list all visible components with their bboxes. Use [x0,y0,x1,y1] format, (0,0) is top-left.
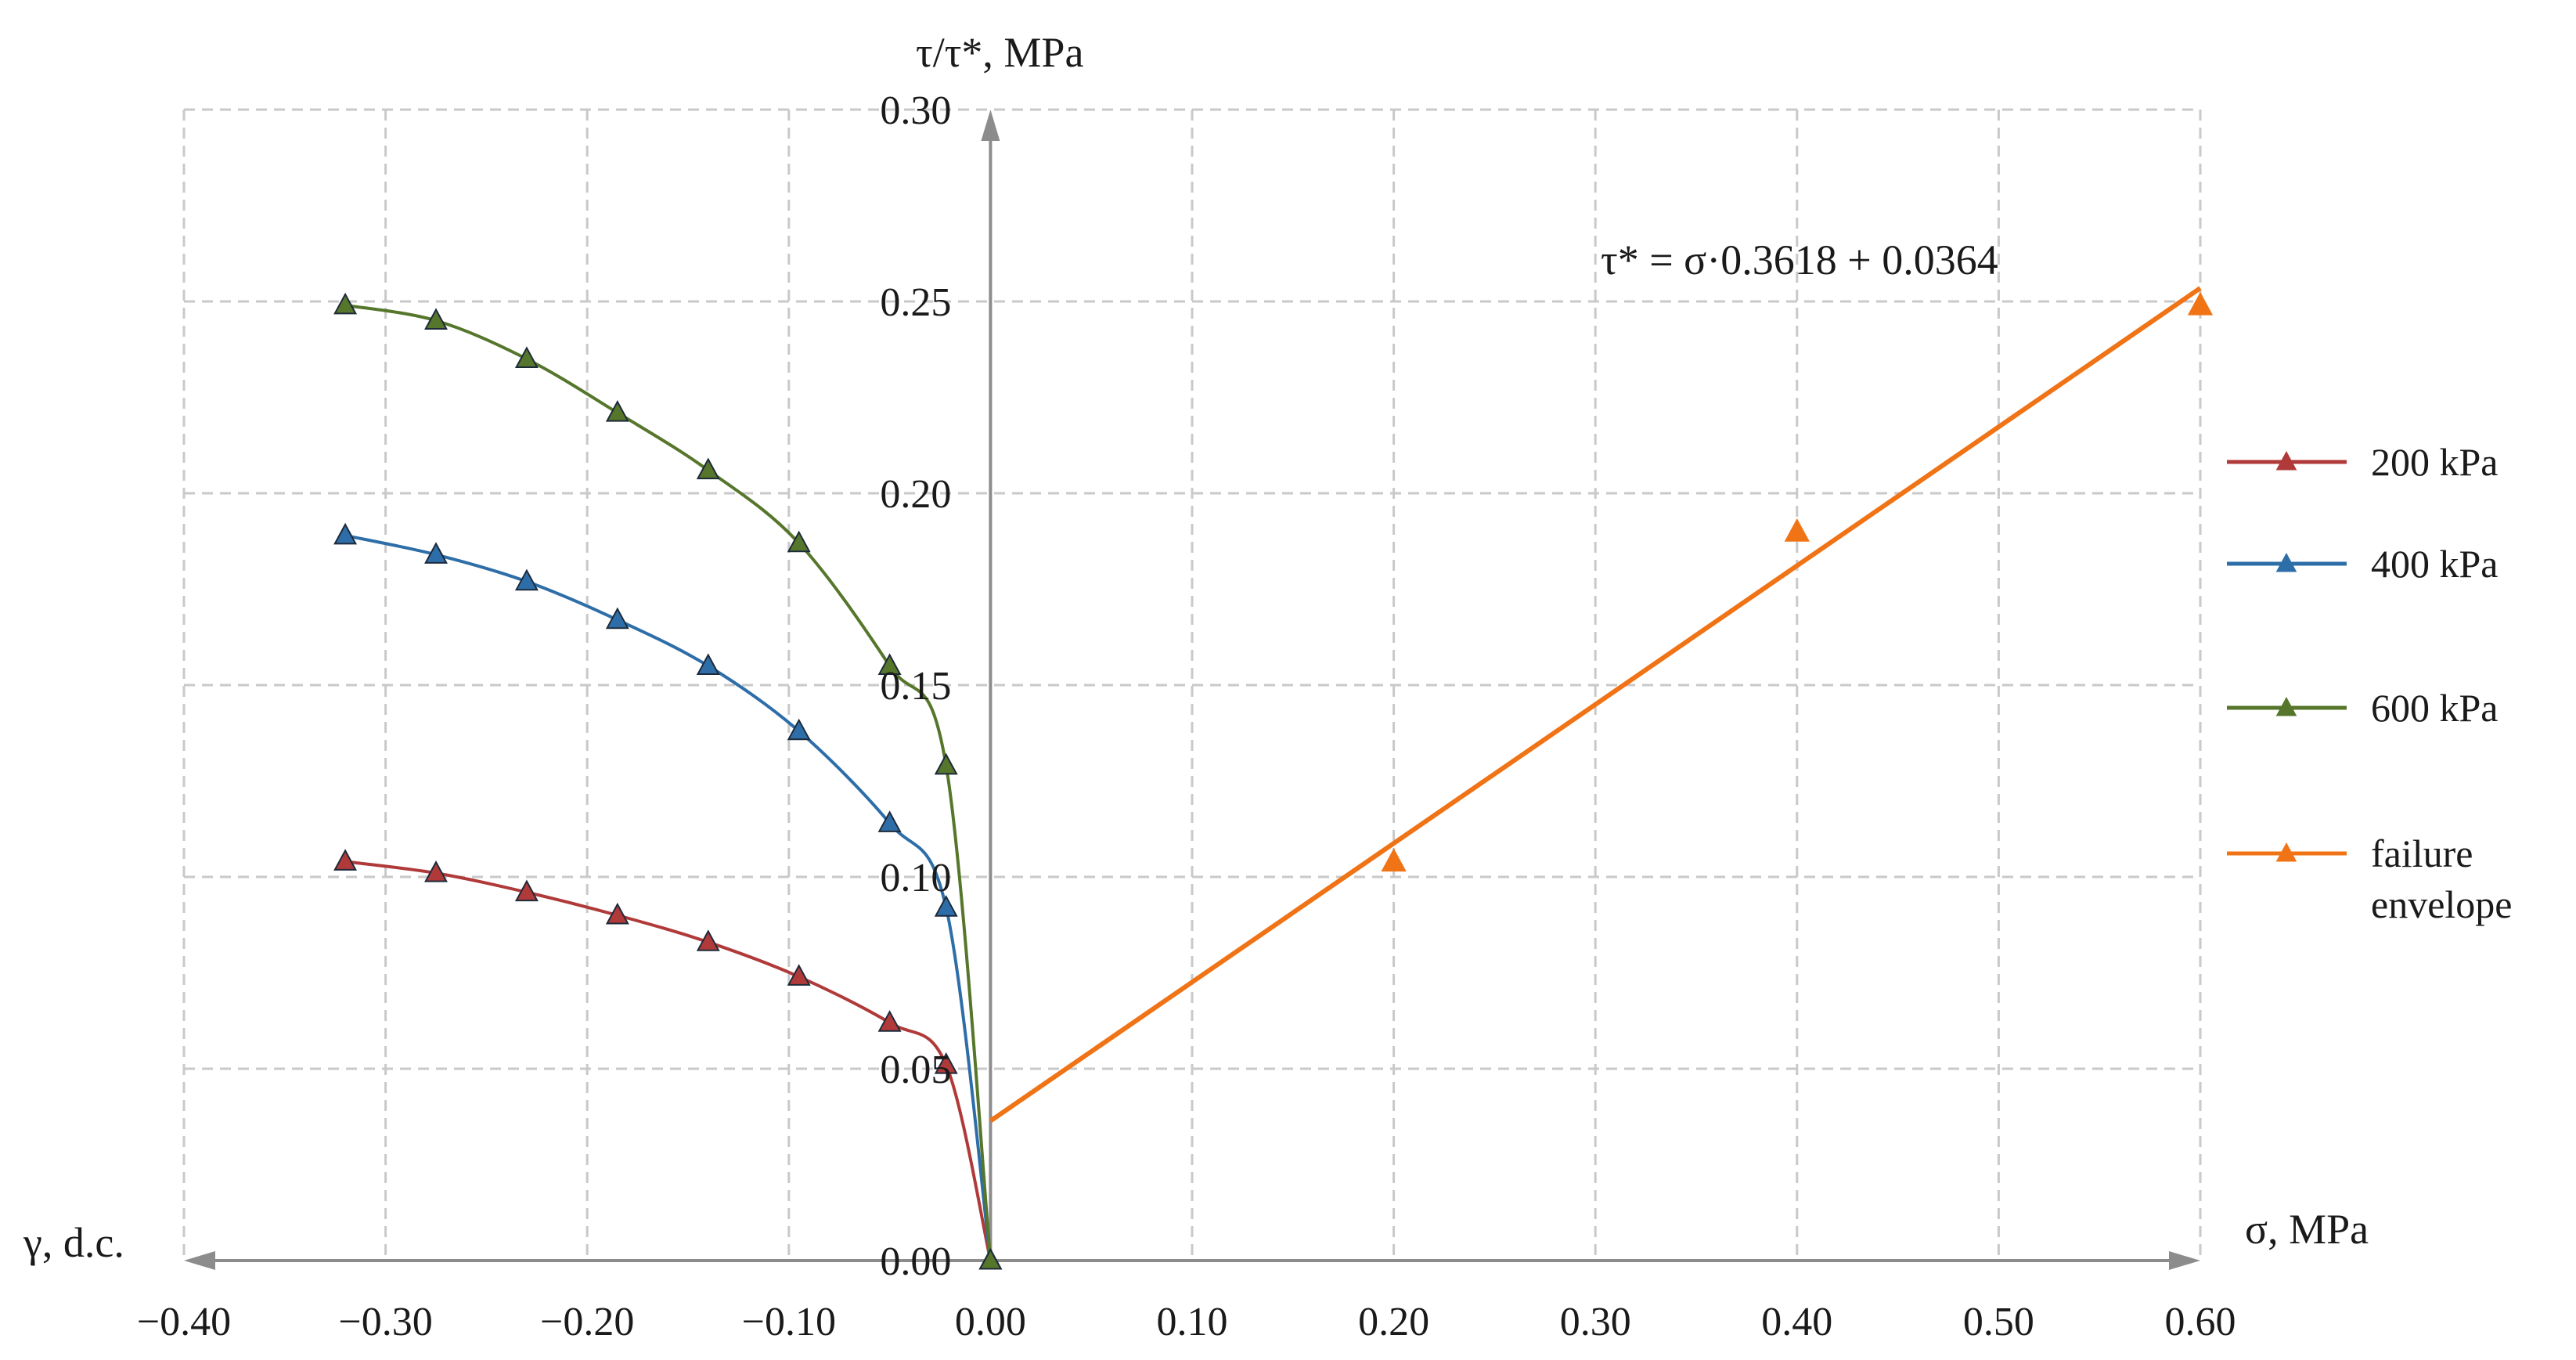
data-point [605,902,629,925]
data-point [424,860,448,882]
x-tick-label: 0.00 [955,1300,1026,1344]
x-tick-label: 0.50 [1963,1300,2034,1344]
data-point [605,607,629,629]
data-point [877,653,902,675]
grid [182,108,2202,1261]
series-line [344,303,993,1261]
data-point [333,849,358,871]
y-axis-title: τ/τ*, MPa [916,29,1083,76]
data-point [696,653,720,675]
legend-item: 600 kPa [2227,686,2499,730]
legend-label: failure [2371,832,2473,875]
data-point [1381,848,1407,872]
data-point [934,895,958,917]
legend-label: 400 kPa [2371,542,2499,586]
series-400-kpa [333,522,1003,1270]
x-tick-label: −0.10 [742,1300,836,1344]
data-point [1784,518,1810,542]
legend-item: 400 kPa [2227,542,2499,586]
data-point [424,542,448,564]
data-point [424,308,448,330]
data-point [787,964,811,986]
x-tick-label: 0.40 [1761,1300,1832,1344]
x-tick-label: 0.20 [1358,1300,1429,1344]
data-point [787,718,811,741]
data-point [696,929,720,951]
fit-line [989,286,2202,1124]
y-tick-label: 0.10 [880,856,951,900]
x-axis-arrow-right [2169,1251,2200,1270]
legend-label: envelope [2371,882,2512,926]
data-point [514,568,539,591]
data-point [877,810,902,832]
legend-swatch-marker [2275,697,2297,716]
x-tick-label: 0.30 [1560,1300,1631,1344]
x-tick-label: −0.30 [338,1300,432,1344]
x-axis-left-label: γ, d.c. [23,1219,124,1266]
y-tick-label: 0.00 [880,1239,951,1284]
y-tick-label: 0.25 [880,280,951,325]
x-tick-label: 0.10 [1157,1300,1228,1344]
data-point [978,1247,1003,1270]
legend-label: 200 kPa [2371,440,2499,484]
series-600-kpa [333,292,1003,1270]
x-tick-label: 0.60 [2165,1300,2236,1344]
data-point [787,530,811,553]
fit-equation: τ* = σ·0.3618 + 0.0364 [1601,236,1998,283]
y-tick-label: 0.30 [880,88,951,133]
legend-item: failure envelope [2227,832,2512,926]
data-point [696,457,720,480]
data-point [877,1010,902,1032]
tick-labels: −0.40 −0.30 −0.20 −0.10 0.00 0.10 0.20 0.30 0.40… [137,88,2236,1344]
legend-label: 600 kPa [2371,686,2499,730]
y-tick-label: 0.05 [880,1048,951,1092]
legend-swatch-marker [2275,451,2297,471]
data-point [514,346,539,368]
legend-item: 200 kPa [2227,440,2499,484]
data-point [934,1052,958,1074]
y-tick-label: 0.15 [880,664,951,709]
legend: 200 kPa 400 kPa 600 kPa failure envelope [2227,440,2512,926]
series-line [344,533,993,1261]
data-point [514,879,539,902]
x-axis-right-label: σ, MPa [2245,1206,2369,1253]
data-point [333,292,358,315]
axes [184,110,2200,1270]
x-tick-label: −0.20 [540,1300,634,1344]
data-point [333,522,358,545]
series [333,286,2214,1270]
data-point [934,752,958,775]
legend-swatch-marker [2275,842,2297,862]
series-failure-envelope [989,286,2214,1124]
x-tick-label: −0.40 [137,1300,231,1344]
x-axis-arrow-left [184,1251,215,1270]
data-point [605,400,629,422]
legend-swatch-marker [2275,553,2297,572]
y-axis-arrow [981,110,1000,141]
data-point [2187,291,2214,316]
y-tick-label: 0.20 [880,472,951,517]
